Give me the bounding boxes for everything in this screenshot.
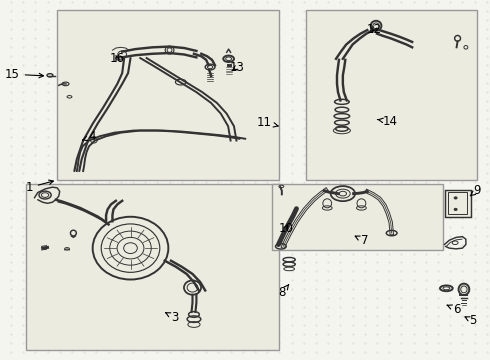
Text: 7: 7 xyxy=(355,234,369,247)
Bar xyxy=(306,10,477,180)
Text: 4: 4 xyxy=(82,130,96,144)
Text: 15: 15 xyxy=(5,68,44,81)
Text: 14: 14 xyxy=(377,115,398,128)
Bar xyxy=(25,184,279,350)
Text: 6: 6 xyxy=(447,303,460,316)
Bar xyxy=(272,184,443,250)
Bar xyxy=(445,190,471,217)
Ellipse shape xyxy=(459,284,469,295)
Text: 11: 11 xyxy=(257,116,278,129)
Text: 5: 5 xyxy=(465,314,476,327)
Ellipse shape xyxy=(454,197,457,199)
Bar xyxy=(57,10,279,180)
Ellipse shape xyxy=(454,208,457,211)
Ellipse shape xyxy=(331,186,355,201)
Text: 8: 8 xyxy=(278,285,289,300)
Ellipse shape xyxy=(370,21,381,31)
Text: 12: 12 xyxy=(367,23,381,36)
Text: 16: 16 xyxy=(109,51,124,64)
Text: 13: 13 xyxy=(230,60,245,73)
Ellipse shape xyxy=(93,217,169,279)
Text: 3: 3 xyxy=(166,311,178,324)
Text: 1: 1 xyxy=(25,180,53,194)
Bar xyxy=(448,192,467,215)
Text: 10: 10 xyxy=(278,222,294,235)
Ellipse shape xyxy=(39,191,51,199)
Text: 9: 9 xyxy=(470,184,481,197)
